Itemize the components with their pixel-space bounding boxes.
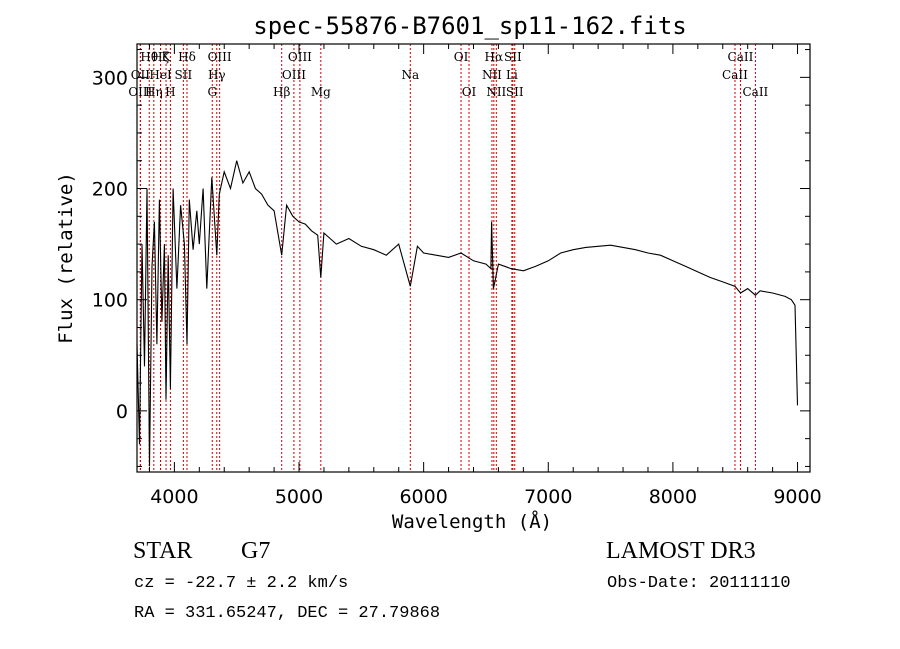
line-label: OII: [131, 68, 151, 82]
x-tick-label: 9000: [773, 486, 821, 508]
line-label: Hδ: [178, 50, 196, 64]
line-label: SII: [175, 68, 193, 82]
y-tick-label: 200: [92, 179, 128, 201]
line-label: K: [162, 50, 172, 64]
line-label: SII: [506, 85, 524, 99]
line-label: OIII: [282, 68, 306, 82]
redshift-info: cz = -22.7 ± 2.2 km/s: [134, 574, 349, 593]
line-label: HeI: [149, 68, 172, 82]
line-label: CaII: [722, 68, 748, 82]
plot-frame: [136, 43, 811, 473]
x-tick-label: 4000: [150, 486, 198, 508]
line-label: OIII: [288, 50, 312, 64]
line-label: Hθ: [140, 50, 158, 64]
line-markers: [139, 44, 756, 472]
line-label: OIII: [128, 85, 152, 99]
y-axis: 0 100 200 300: [92, 49, 810, 467]
y-tick-label: 100: [92, 290, 128, 312]
x-tick-label: 8000: [649, 486, 697, 508]
y-tick-label: 0: [116, 401, 128, 423]
line-label: OIII: [208, 50, 232, 64]
object-subclass: G7: [241, 538, 271, 564]
line-label: Hγ: [208, 68, 226, 82]
coordinates: RA = 331.65247, DEC = 27.79868: [134, 604, 441, 623]
line-label: OI: [462, 85, 477, 99]
line-label: SII: [504, 50, 522, 64]
line-label: NII: [482, 68, 502, 82]
x-axis-label: Wavelength (Å): [392, 510, 552, 533]
chart-title: spec-55876-B7601_sp11-162.fits: [253, 12, 686, 40]
y-axis-label: Flux (relative): [55, 172, 77, 344]
line-label: Hζ: [152, 50, 169, 64]
line-label: CaII: [742, 85, 768, 99]
line-label: Hα: [485, 50, 504, 64]
x-tick-label: 5000: [275, 486, 323, 508]
x-tick-label: 7000: [524, 486, 572, 508]
x-tick-label: 6000: [399, 486, 447, 508]
obs-date: Obs-Date: 20111110: [607, 574, 791, 593]
survey-name: LAMOST DR3: [606, 538, 756, 564]
line-label: Hη: [145, 85, 163, 99]
line-label: CaII: [728, 50, 754, 64]
spectrum-line: [136, 160, 799, 467]
line-label: NII: [486, 85, 506, 99]
line-label: Li: [506, 68, 518, 82]
line-label: OI: [454, 50, 469, 64]
line-label: H: [165, 85, 175, 99]
line-label: Hβ: [273, 85, 290, 99]
line-label: Mg: [311, 85, 331, 99]
y-tick-label: 300: [92, 67, 128, 89]
line-label: G: [207, 85, 217, 99]
x-axis: 4000 5000 6000 7000 8000 9000: [148, 44, 822, 508]
line-label: Na: [401, 68, 419, 82]
object-class: STAR: [133, 538, 193, 564]
